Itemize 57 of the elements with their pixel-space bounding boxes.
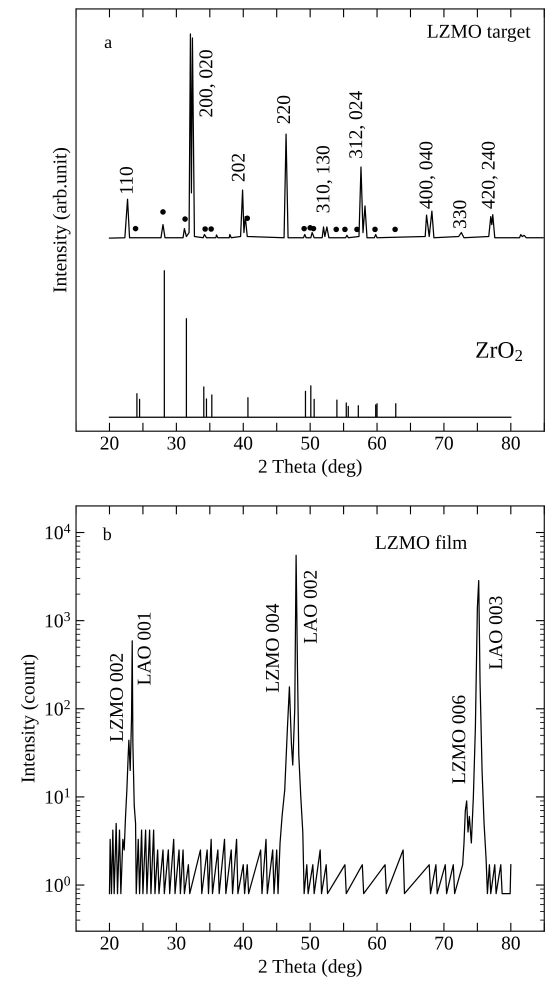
line-series [108,554,512,894]
annotation: 400, 040 [419,142,436,209]
point [392,226,398,232]
x-axis-title: 2 Theta (deg) [258,959,362,977]
annotation: LAO 002 [304,570,317,644]
annotation: 202 [232,154,245,182]
x-tick-label: 30 [168,436,186,450]
point [342,226,348,232]
annotation: LZMO 004 [266,604,279,692]
y-axis-title: Intensity (arb.unit) [52,148,70,292]
y-tick-label: 10$^{4}$ [46,524,70,540]
y-tick-label: 10$^{2}$ [46,700,70,716]
x-tick-label: 20 [100,436,118,450]
x-tick-label: 40 [234,936,252,950]
point [310,226,316,232]
annotation: ZrO$_{2}$ [476,342,522,361]
annotation: LZMO target [427,24,531,42]
annotation: 330 [453,200,466,228]
point [244,215,250,222]
annotation: LZMO 006 [452,696,466,784]
x-tick-label: 20 [100,936,118,950]
point [301,226,307,232]
x-tick-label: 50 [302,436,320,450]
y-tick-label: 10$^{0}$ [46,876,70,892]
x-tick-label: 40 [234,436,252,450]
point [160,209,166,215]
x-tick-label: 70 [435,936,453,950]
x-tick-label: 50 [302,936,320,950]
point [372,226,378,232]
x-tick-label: 60 [368,436,386,450]
point [354,226,360,232]
y-tick-label: 10$^{3}$ [46,612,70,628]
x-axis-title: 2 Theta (deg) [258,459,362,477]
x-tick-label: 30 [168,936,186,950]
x-tick-label: 80 [502,436,520,450]
annotation: 220 [277,96,290,124]
annotation: 420, 240 [482,142,498,209]
x-tick-label: 60 [368,936,386,950]
x-tick-label: 70 [435,436,453,450]
x-tick-label: 80 [502,936,520,950]
annotation: 312, 024 [349,91,366,158]
y-axis-title: Intensity (count) [20,654,39,782]
point [132,226,138,232]
point [333,226,340,232]
annotation: LAO 003 [489,596,502,670]
annotation: 200, 020 [199,50,216,117]
point [208,226,214,232]
annotation: a [104,39,112,48]
annotation: 310, 130 [316,146,332,212]
annotation: LZMO 002 [110,654,124,742]
point [182,216,188,222]
point [202,226,208,232]
annotation: b [102,528,112,540]
annotation: LAO 001 [138,612,151,685]
annotation: 110 [120,167,133,194]
annotation: LZMO film [376,535,467,550]
y-tick-label: 10$^{1}$ [46,788,70,804]
